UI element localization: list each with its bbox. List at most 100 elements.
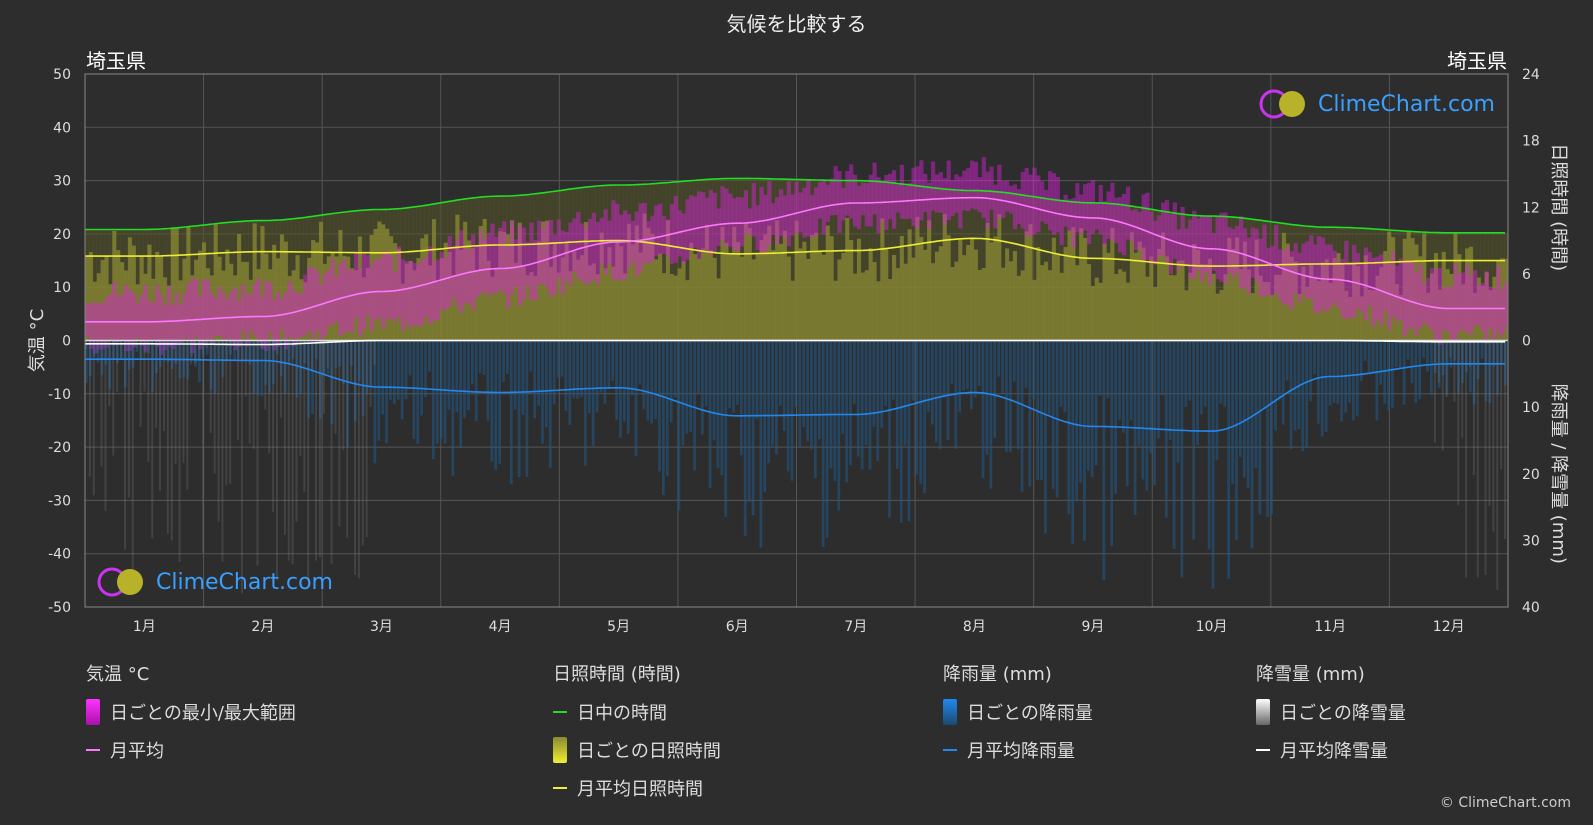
rain-bar [166,340,170,362]
temp-range-bar [439,252,444,310]
temp-range-bar [969,160,975,209]
temp-range-bar [1504,281,1509,329]
temp-range-bar [1449,286,1454,342]
temp-range-bar [392,272,398,322]
rain-bar [1422,340,1425,358]
rain-bar [478,340,482,373]
rain-bar [1472,340,1476,405]
rain-bar [1465,340,1468,373]
rain-bar [1242,340,1246,478]
rain-bar [1355,340,1359,417]
temp-range-bar [1071,198,1076,248]
snow-bar [318,340,321,558]
temp-range-bar [1309,235,1314,299]
daylight-bar [1032,196,1037,341]
temp-range-bar [120,293,125,341]
temp-range-bar [1231,228,1236,279]
sunshine-bar [884,247,889,341]
rain-bar [537,340,540,406]
sunshine-bar [268,269,273,341]
temp-range-bar [1363,247,1368,321]
sunshine-bar [720,226,725,341]
sunshine-bar [116,250,121,341]
daylight-bar [474,197,480,341]
legend-snow: 降雪量 (mm) 日ごとの降雪量 月平均降雪量 [1256,660,1406,776]
sunshine-bar [1355,266,1361,341]
snow-bar [346,340,349,539]
temp-range-bar [1375,256,1380,321]
rain-bar [911,340,915,401]
sunshine-bar [724,242,729,341]
rain-bar [591,340,595,446]
snow-bar [194,340,197,364]
sunshine-bar [603,268,608,341]
rain-bar [1352,340,1355,421]
legend-rain-avg: 月平均降雨量 [943,738,1093,762]
sunshine-bar [303,282,308,341]
snow-bar [354,340,356,575]
snow-bar [162,340,165,432]
sunshine-bar [1051,237,1057,341]
daylight-bar [669,182,674,341]
rain-bar [194,340,197,367]
temp-range-bar [307,266,312,332]
rain-avg-swatch [943,749,957,751]
temp-range-bar [736,196,741,252]
temp-range-bar [700,192,706,251]
rain-bar [338,340,342,367]
temp-range-bar [287,281,292,338]
temp-range-bar [502,221,507,294]
temp-range-bar [829,178,834,216]
rain-bar [85,340,88,384]
sunshine-bar [1313,276,1318,341]
temp-range-bar [1371,257,1376,327]
snow-bar [244,340,247,397]
temp-range-bar [802,187,807,238]
snow-bar [209,340,212,433]
sunshine-bar [763,234,768,341]
snow-bar [1453,340,1456,402]
location-left: 埼玉県 [86,49,146,73]
daylight-bar [1305,226,1310,341]
right-bottom-axis-title: 降雨量 / 降雪量 (mm) [1548,384,1569,564]
temp-range-bar [1168,214,1174,274]
legend-sun-title: 日照時間 (時間) [553,664,681,685]
temp-range-bar [1324,244,1329,312]
sunshine-bar [1402,238,1407,341]
sunshine-bar [552,243,558,341]
rain-bar [1051,340,1055,489]
temp-range-bar [303,274,308,335]
snow-bar [1465,340,1468,578]
sunshine-bar [993,236,998,341]
sunshine-bar [147,244,152,341]
snow-bar [174,340,177,465]
rain-bar [1044,340,1047,534]
temp-range-bar [1203,216,1209,273]
rain-bar [318,340,322,419]
temp-range-bar [205,279,211,339]
sunshine-bar [853,273,858,341]
daylight-bar [1437,232,1443,341]
sunshine-bar [108,284,113,341]
precip-tick-label: 40 [1522,600,1540,616]
temp-range-bar [424,256,429,317]
daylight-bar [677,181,682,341]
rain-bar [1200,340,1203,415]
legend-temp-avg: 月平均 [86,738,296,762]
temp-tick-label: -20 [48,440,71,456]
temp-range-bar [977,177,982,213]
rain-bar [552,340,556,405]
legend-sun-avg: 月平均日照時間 [553,776,721,800]
snow-bar [92,340,95,496]
sunshine-bar [849,239,854,341]
rain-bar [977,340,981,387]
snow-bar [311,340,314,372]
sunshine-bar [162,277,168,341]
temp-range-bar [1044,189,1049,225]
temp-range-bar [443,257,448,310]
sunshine-bar [1258,275,1263,341]
temp-range-bar [1110,182,1115,241]
temp-range-bar [739,197,745,247]
temp-range-bar [525,242,530,286]
legend-snow-avg-label: 月平均降雪量 [1280,741,1388,762]
